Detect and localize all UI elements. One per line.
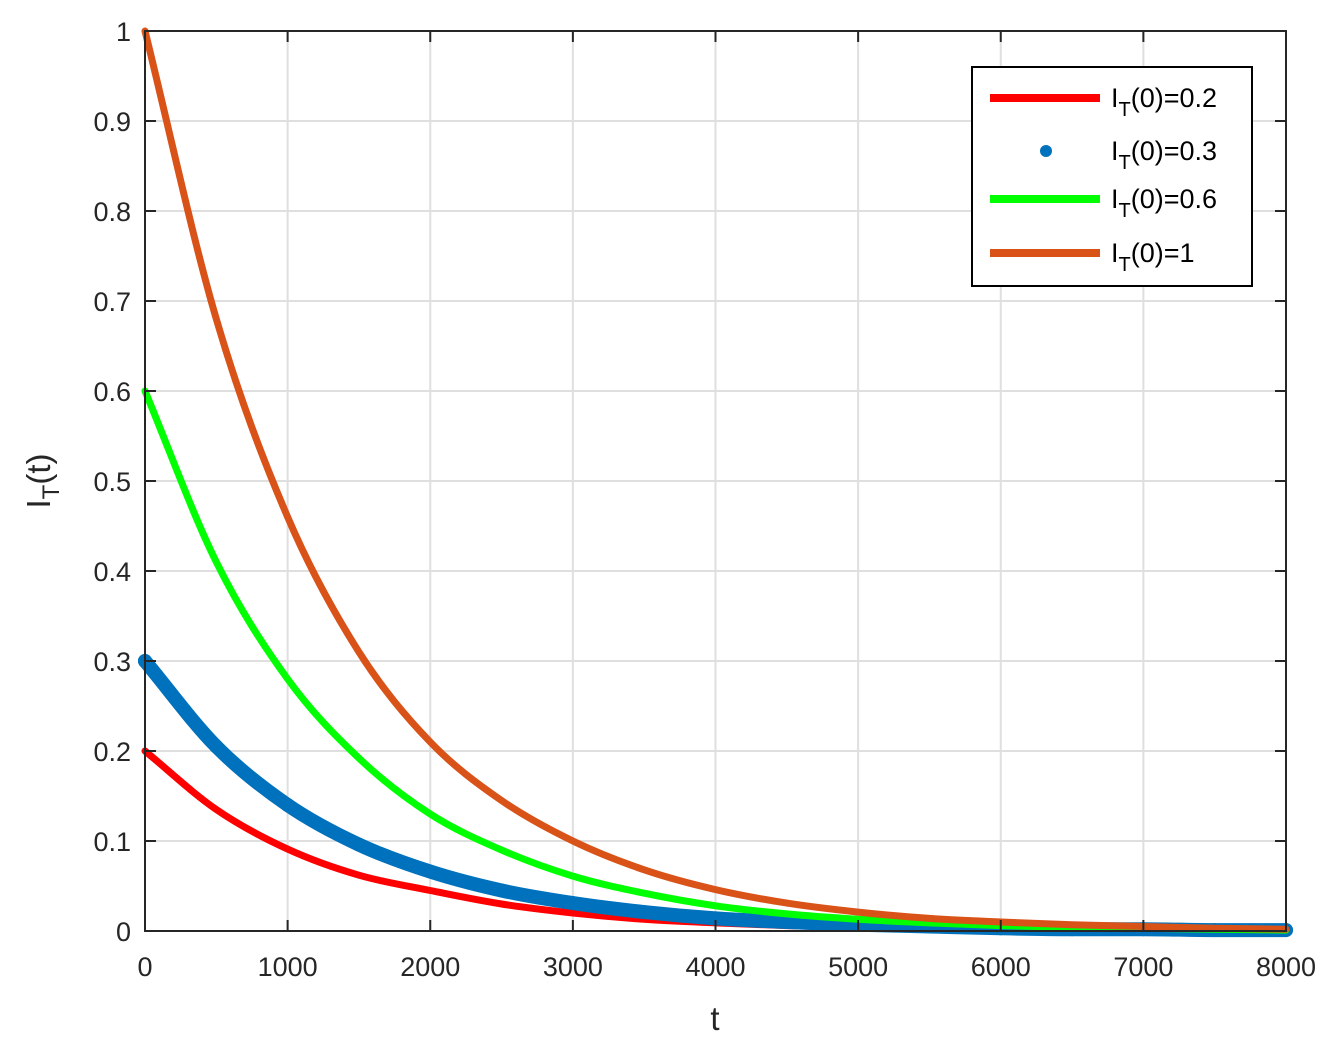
x-axis-label: t xyxy=(710,1000,719,1037)
x-tick-label-5: 5000 xyxy=(828,952,888,982)
y-tick-label-2: 0.2 xyxy=(93,737,131,767)
x-tick-label-2: 2000 xyxy=(400,952,460,982)
ticks xyxy=(144,30,1287,932)
legend-label-3: IT(0)=1 xyxy=(1111,238,1195,276)
x-tick-label-0: 0 xyxy=(137,952,152,982)
y-tick-label-4: 0.4 xyxy=(93,557,131,587)
legend-entries: IT(0)=0.2 IT(0)=0.3 IT(0)=0.6 IT(0)=1 xyxy=(990,83,1217,276)
y-tick-label-5: 0.5 xyxy=(93,467,131,497)
y-axis-label: IT(t) xyxy=(20,454,65,509)
x-tick-label-8: 8000 xyxy=(1256,952,1316,982)
x-tick-label-7: 7000 xyxy=(1113,952,1173,982)
legend-label-0: IT(0)=0.2 xyxy=(1111,83,1217,121)
legend-label-1: IT(0)=0.3 xyxy=(1111,136,1217,174)
y-tick-label-7: 0.7 xyxy=(93,287,131,317)
x-tick-label-1: 1000 xyxy=(258,952,318,982)
y-tick-label-6: 0.6 xyxy=(93,377,131,407)
y-tick-label-8: 0.8 xyxy=(93,197,131,227)
y-tick-label-0: 0 xyxy=(116,917,131,947)
legend-label-2: IT(0)=0.6 xyxy=(1111,184,1217,222)
series-1-point-2 xyxy=(280,798,295,812)
tick-labels: 0 1000 2000 3000 4000 5000 6000 7000 8000 0 0.1 0.2… xyxy=(93,17,1316,982)
y-tick-label-1: 0.1 xyxy=(93,827,131,857)
legend-marker-1 xyxy=(1040,145,1052,157)
y-tick-label-10: 1 xyxy=(116,17,131,47)
series-1-point-8 xyxy=(708,911,723,926)
series-1-point-3 xyxy=(351,837,366,852)
series-1-point-1 xyxy=(209,739,224,754)
series-1-point-5 xyxy=(494,883,509,898)
grid xyxy=(145,31,1286,931)
x-tick-label-3: 3000 xyxy=(543,952,603,982)
series-1-point-9 xyxy=(779,915,794,929)
y-tick-label-3: 0.3 xyxy=(93,647,131,677)
x-tick-label-4: 4000 xyxy=(685,952,745,982)
x-tick-label-6: 6000 xyxy=(971,952,1031,982)
y-tick-label-9: 0.9 xyxy=(93,107,131,137)
legend: IT(0)=0.2 IT(0)=0.3 IT(0)=0.6 IT(0)=1 xyxy=(971,66,1253,287)
series-line-3 xyxy=(141,27,1290,933)
series-layer xyxy=(138,27,1293,938)
series-1-point-4 xyxy=(423,864,438,879)
series-1-point-7 xyxy=(637,905,652,920)
series-1-point-6 xyxy=(565,896,580,911)
